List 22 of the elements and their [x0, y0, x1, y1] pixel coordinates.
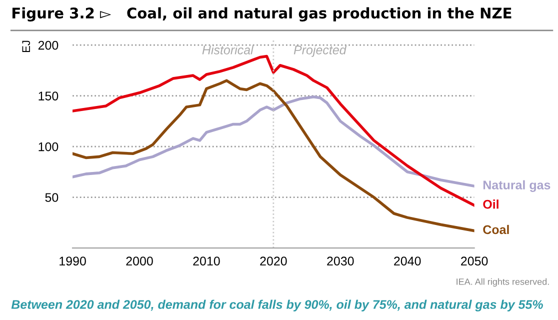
series-label: Coal — [483, 224, 509, 234]
y-tick-label: 150 — [38, 92, 58, 100]
annotation: Historical — [202, 45, 254, 54]
line-series — [72, 79, 474, 232]
x-tick-label: 2040 — [394, 256, 421, 266]
x-tick-label: 1990 — [60, 256, 86, 266]
text: IEA. All rights reserved. — [456, 278, 549, 287]
annotation: Projected — [294, 45, 347, 57]
y-tick-label: 50 — [45, 193, 58, 202]
series-label: Oil — [483, 200, 498, 209]
y-tick-label: 100 — [38, 142, 58, 152]
y-axis-title: EJ — [22, 40, 30, 52]
line-series — [72, 95, 474, 188]
x-tick-label: 2000 — [126, 256, 153, 266]
y-tick-label: 200 — [38, 40, 58, 50]
x-tick-label: 2050 — [461, 256, 488, 266]
series-label: Natural gas — [483, 180, 550, 192]
chart-title: Figure 3.2 ▻ Coal, oil and natural gas production in the NZE — [12, 7, 512, 22]
x-tick-label: 2030 — [327, 256, 354, 266]
text: Between 2020 and 2050, demand for coal falls by 90%, oil by 75%, and natural gas by 55% — [11, 300, 543, 312]
x-tick-label: 2010 — [193, 256, 220, 266]
x-tick-label: 2020 — [260, 256, 287, 266]
